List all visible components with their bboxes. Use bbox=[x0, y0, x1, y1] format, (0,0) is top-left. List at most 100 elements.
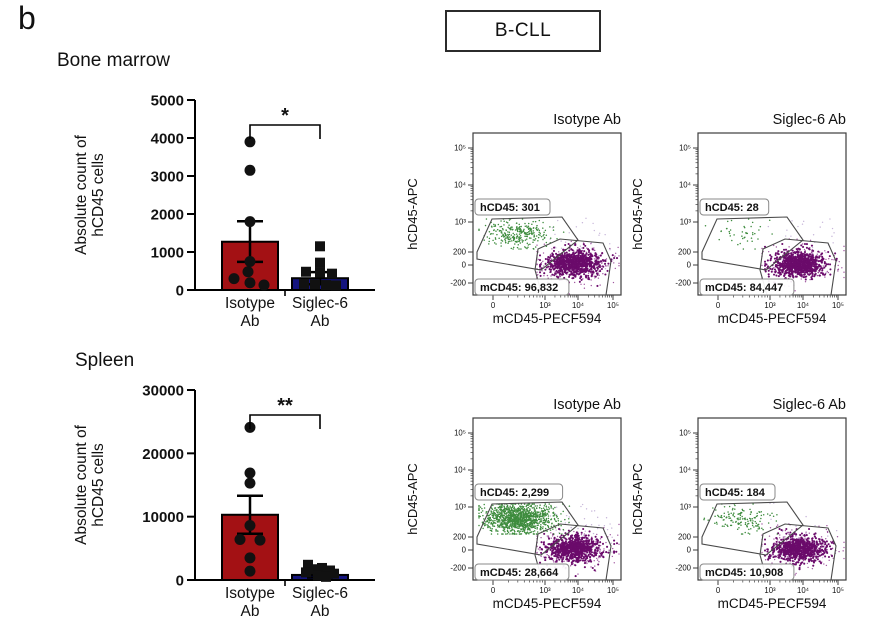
data-point-square bbox=[317, 562, 327, 573]
flow-plot-title: Siglec-6 Ab bbox=[773, 112, 846, 128]
flow-x-tick-label: 0 bbox=[491, 586, 496, 595]
data-point-circle bbox=[244, 277, 256, 289]
flow-y-tick-label: 200 bbox=[453, 533, 467, 542]
category-label: Isotype Ab bbox=[225, 295, 275, 330]
flow-plot-spleen-siglec6: Siglec-6 Ab hCD45-APC mCD45-PECF594 10⁵ 10⁴ 1… bbox=[630, 397, 847, 611]
bar-y-axis-label: Absolute count ofhCD45 cells bbox=[73, 134, 107, 254]
data-point-square bbox=[303, 559, 313, 570]
flow-y-tick-label: 0 bbox=[462, 546, 467, 555]
significance-label: ** bbox=[277, 395, 293, 417]
data-point-square bbox=[310, 279, 320, 290]
y-tick-label: 20000 bbox=[142, 446, 184, 463]
hcd45-gate bbox=[476, 501, 579, 556]
data-point-square bbox=[315, 267, 325, 278]
flow-x-axis-label: mCD45-PECF594 bbox=[493, 311, 602, 326]
data-point-circle bbox=[242, 266, 254, 278]
bar-y-axis-label: Absolute count ofhCD45 cells bbox=[73, 424, 107, 544]
flow-y-tick-label: 200 bbox=[678, 248, 692, 257]
hcd45-gate-label: hCD45: 2,299 bbox=[480, 487, 549, 499]
hcd45-gate-label: hCD45: 184 bbox=[705, 487, 766, 499]
flow-x-tick-label: 0 bbox=[716, 301, 721, 310]
data-point-circle bbox=[258, 279, 270, 291]
data-point-square bbox=[315, 241, 325, 252]
data-point-square bbox=[321, 571, 331, 582]
bar-chart-spleen: Absolute count ofhCD45 cells 0 10000 20000 3… bbox=[73, 383, 375, 620]
flow-y-tick-label: 200 bbox=[678, 533, 692, 542]
figure-title: B-CLL bbox=[494, 20, 552, 41]
data-point-circle bbox=[244, 552, 256, 564]
flow-y-tick-label: 10⁵ bbox=[454, 144, 466, 153]
section-label-spleen: Spleen bbox=[75, 350, 135, 371]
hcd45-gate-label: hCD45: 301 bbox=[480, 202, 540, 214]
data-point-circle bbox=[244, 164, 256, 176]
flow-plot-title: Isotype Ab bbox=[553, 112, 621, 128]
data-point-square bbox=[329, 568, 339, 579]
y-tick-label: 10000 bbox=[142, 509, 184, 526]
flow-y-tick-label: 10⁵ bbox=[679, 429, 691, 438]
flow-plot-title: Isotype Ab bbox=[553, 397, 621, 413]
flow-y-tick-label: 10⁴ bbox=[679, 466, 691, 475]
hcd45-gate-label: hCD45: 28 bbox=[705, 202, 759, 214]
data-point-circle bbox=[254, 534, 266, 546]
flow-x-tick-label: 10³ bbox=[539, 586, 551, 595]
flow-plot-bone-marrow-isotype: Isotype Ab hCD45-APC mCD45-PECF594 10⁵ 10⁴ 10… bbox=[405, 112, 622, 326]
scatter-populations bbox=[703, 502, 845, 576]
flow-x-tick-label: 10⁴ bbox=[572, 586, 584, 595]
flow-y-tick-label: -200 bbox=[450, 564, 466, 573]
data-point-square bbox=[311, 564, 321, 575]
data-point-circle bbox=[234, 533, 246, 545]
flow-x-axis-label: mCD45-PECF594 bbox=[493, 596, 602, 611]
flow-y-axis-label: hCD45-APC bbox=[630, 178, 645, 250]
y-tick-label: 4000 bbox=[151, 131, 184, 148]
mcd45-gate-label: mCD45: 84,447 bbox=[705, 282, 783, 294]
flow-x-tick-label: 0 bbox=[491, 301, 496, 310]
flow-x-tick-label: 10⁴ bbox=[797, 301, 809, 310]
y-tick-label: 0 bbox=[176, 573, 184, 590]
flow-x-axis-label: mCD45-PECF594 bbox=[718, 311, 827, 326]
flow-y-tick-label: 0 bbox=[687, 546, 692, 555]
flow-x-tick-label: 10⁵ bbox=[832, 301, 844, 310]
flow-x-tick-label: 10⁵ bbox=[832, 586, 844, 595]
data-point-circle bbox=[244, 565, 256, 577]
flow-y-tick-label: 10⁴ bbox=[454, 466, 466, 475]
flow-x-tick-label: 10⁴ bbox=[797, 586, 809, 595]
flow-y-tick-label: 10⁵ bbox=[679, 144, 691, 153]
flow-plot-spleen-isotype: Isotype Ab hCD45-APC mCD45-PECF594 10⁵ 10⁴ 10… bbox=[405, 397, 622, 611]
significance-label: * bbox=[281, 105, 289, 127]
data-point-square bbox=[301, 567, 311, 578]
category-label: Isotype Ab bbox=[225, 585, 275, 620]
flow-y-tick-label: 10³ bbox=[455, 218, 467, 227]
category-label: Siglec-6 Ab bbox=[292, 585, 348, 620]
significance-bracket bbox=[249, 124, 321, 139]
flow-y-tick-label: 200 bbox=[453, 248, 467, 257]
category-label: Siglec-6 Ab bbox=[292, 295, 348, 330]
data-point-square bbox=[299, 278, 309, 289]
data-point-square bbox=[331, 280, 341, 291]
flow-x-axis-label: mCD45-PECF594 bbox=[718, 596, 827, 611]
y-tick-label: 2000 bbox=[151, 207, 184, 224]
mcd45-gate-label: mCD45: 96,832 bbox=[480, 282, 558, 294]
flow-y-tick-label: 10⁴ bbox=[454, 181, 466, 190]
flow-y-tick-label: 0 bbox=[687, 261, 692, 270]
data-point-circle bbox=[244, 216, 256, 228]
flow-plot-title: Siglec-6 Ab bbox=[773, 397, 846, 413]
y-tick-label: 5000 bbox=[151, 93, 184, 110]
y-tick-label: 3000 bbox=[151, 169, 184, 186]
flow-y-tick-label: 10⁴ bbox=[679, 181, 691, 190]
data-point-circle bbox=[244, 467, 256, 479]
flow-x-tick-label: 0 bbox=[716, 586, 721, 595]
y-tick-label: 1000 bbox=[151, 245, 184, 262]
hcd45-gate bbox=[701, 501, 804, 556]
flow-y-tick-label: 10³ bbox=[680, 218, 692, 227]
data-point-circle bbox=[244, 256, 256, 267]
flow-x-tick-label: 10⁴ bbox=[572, 301, 584, 310]
mcd45-gate-label: mCD45: 28,664 bbox=[480, 567, 559, 579]
scatter-populations bbox=[478, 217, 620, 295]
data-point-circle bbox=[228, 273, 240, 285]
mcd45-gate-label: mCD45: 10,908 bbox=[705, 567, 783, 579]
data-point-square bbox=[315, 257, 325, 268]
flow-y-tick-label: 0 bbox=[462, 261, 467, 270]
significance-bracket bbox=[249, 414, 321, 429]
flow-y-axis-label: hCD45-APC bbox=[630, 463, 645, 535]
